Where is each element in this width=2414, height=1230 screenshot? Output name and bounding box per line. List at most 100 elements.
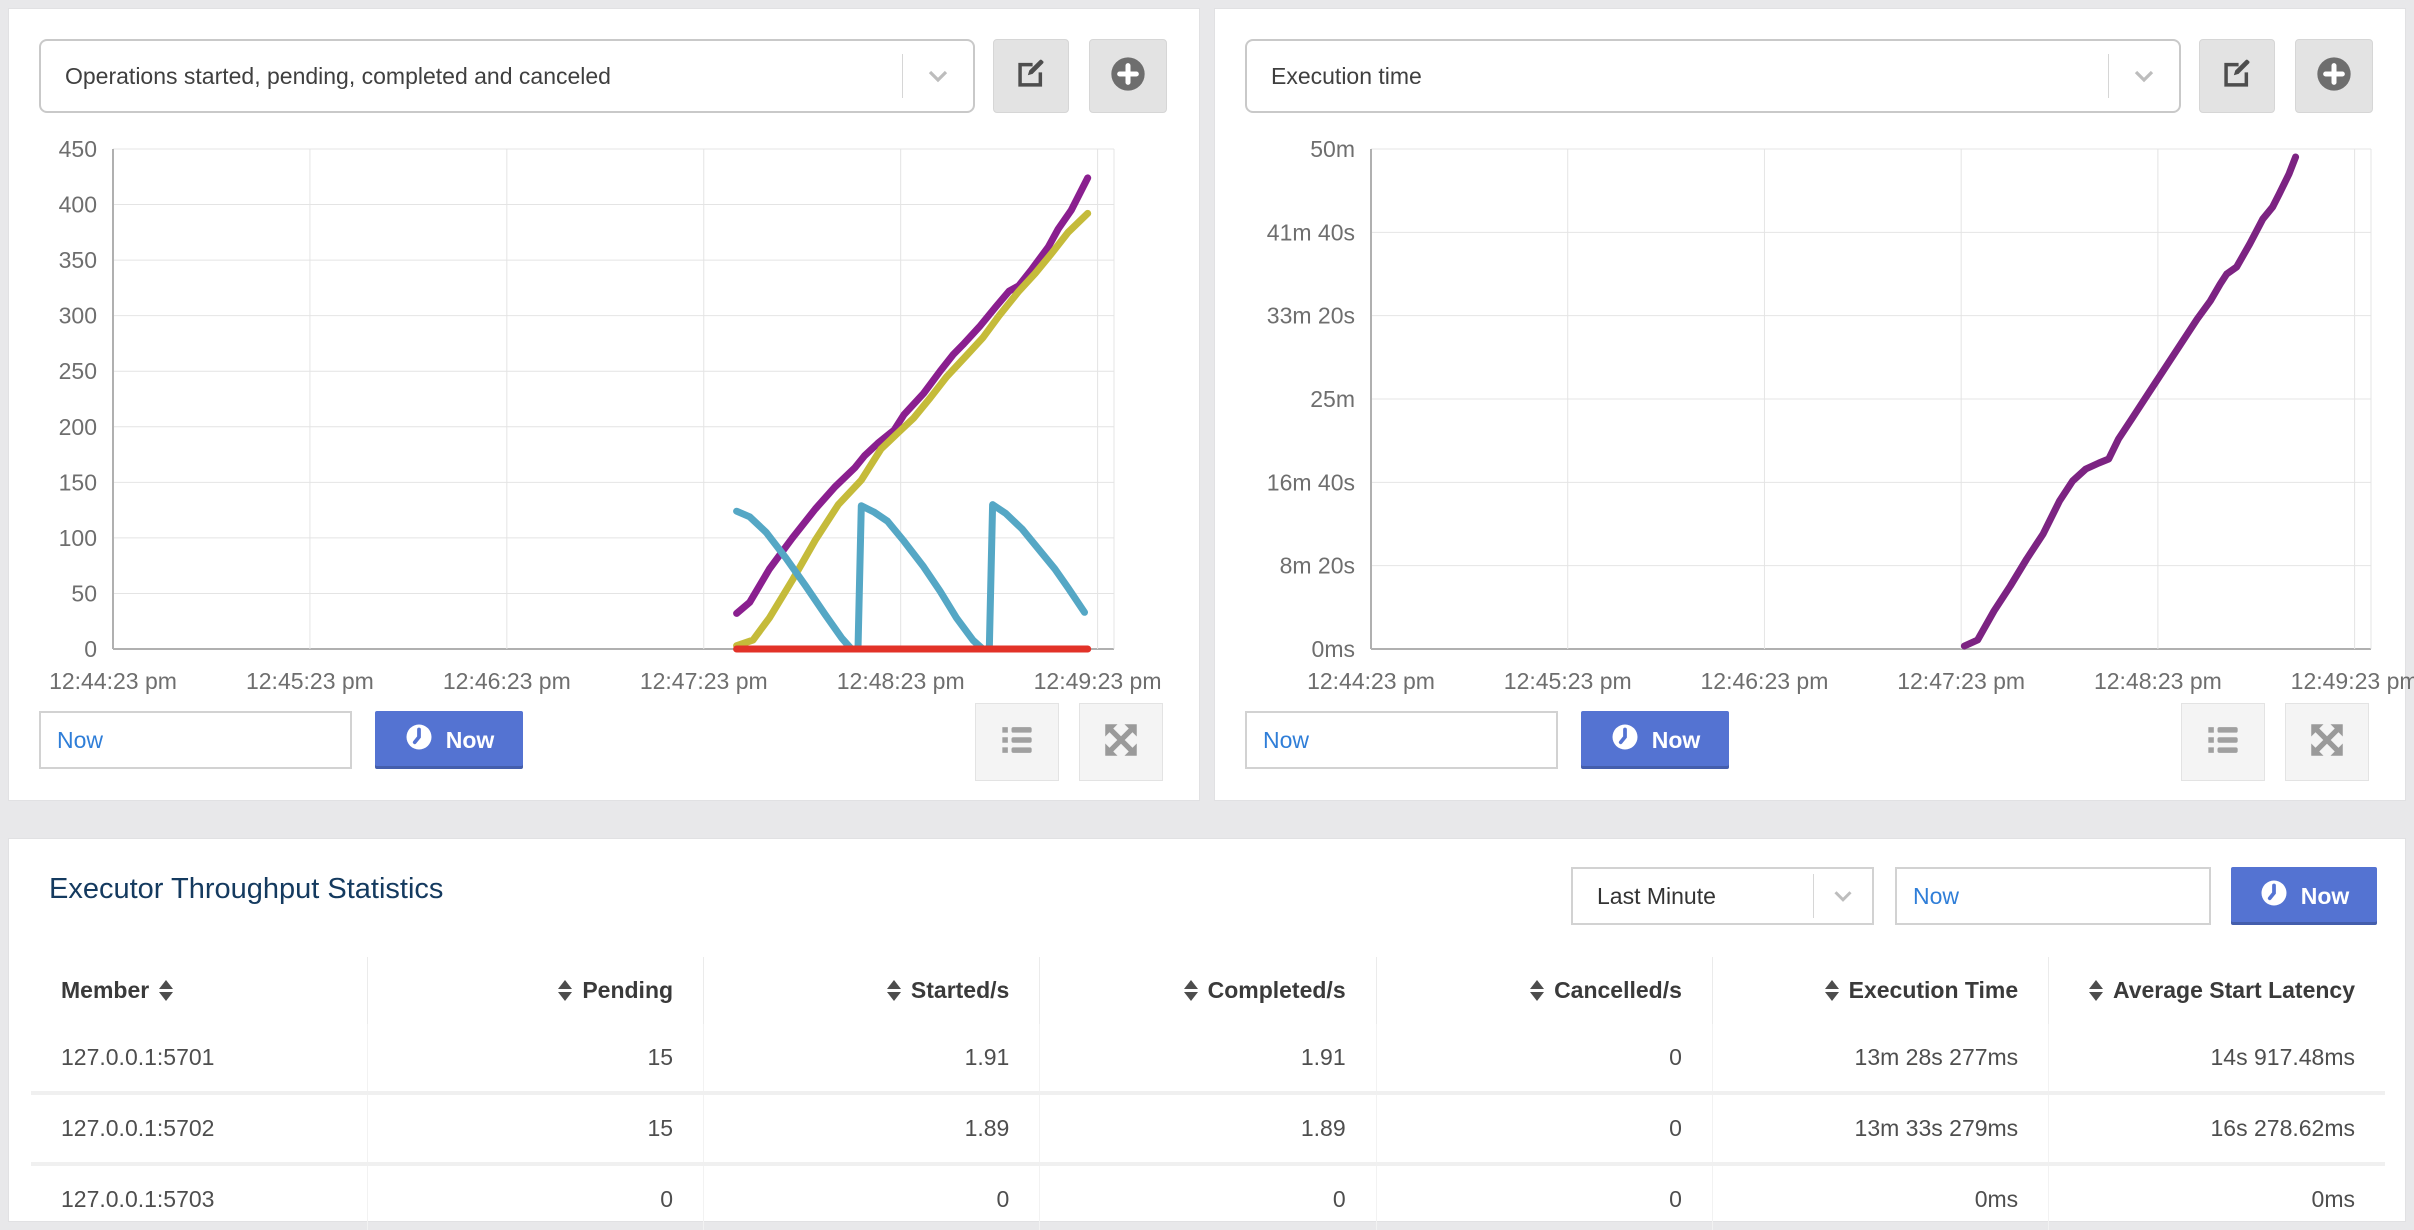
chart-selector-left[interactable]: Operations started, pending, completed a… — [39, 39, 975, 113]
y-axis-tick-label: 150 — [59, 469, 97, 495]
y-axis-tick-label: 100 — [59, 525, 97, 551]
period-select[interactable]: Last Minute — [1571, 867, 1874, 925]
clock-icon — [2259, 878, 2289, 914]
column-header-label: Cancelled/s — [1554, 977, 1682, 1003]
now-button-left[interactable]: Now — [375, 711, 523, 769]
sort-icon — [558, 980, 573, 1001]
table-cell-started-s: 1.89 — [703, 1091, 1040, 1164]
sort-icon — [2088, 980, 2103, 1001]
sort-icon — [159, 980, 174, 1001]
plus-circle-icon — [2314, 54, 2354, 99]
y-axis-tick-label: 350 — [59, 247, 97, 273]
period-select-value: Last Minute — [1597, 882, 1716, 909]
y-axis-tick-label: 400 — [59, 192, 97, 218]
time-picker-input-left[interactable]: Now — [39, 711, 352, 769]
sort-icon — [1530, 980, 1545, 1001]
y-axis-tick-label: 300 — [59, 303, 97, 329]
x-axis-tick-label: 12:47:23 pm — [1897, 668, 2025, 694]
table-cell-execution-time: 13m 28s 277ms — [1711, 1024, 2049, 1093]
y-axis-tick-label: 25m — [1310, 386, 1355, 412]
x-axis-tick-label: 12:48:23 pm — [837, 668, 965, 694]
add-chart-button[interactable] — [1089, 39, 1167, 113]
table-cell-execution-time: 13m 33s 279ms — [1711, 1091, 2049, 1164]
table-cell-pending: 15 — [366, 1091, 704, 1164]
edit-chart-button[interactable] — [993, 39, 1069, 113]
table-cell-started-s: 0 — [703, 1162, 1040, 1230]
table-cell-completed-s: 0 — [1039, 1162, 1377, 1230]
add-chart-button[interactable] — [2295, 39, 2373, 113]
table-cell-average-start-latency: 0ms — [2048, 1162, 2385, 1230]
column-header-completed-s[interactable]: Completed/s — [1039, 957, 1377, 1024]
series-execution-time-line — [1960, 153, 2300, 650]
table-row: 127.0.0.1:5702 15 1.89 1.89 0 13m 33s 279ms 16… — [31, 1091, 2385, 1164]
table-header-row: Member Pending Started/s Completed/s Cancell… — [31, 957, 2385, 1024]
column-header-execution-time[interactable]: Execution Time — [1711, 957, 2049, 1024]
executor-statistics-table: Member Pending Started/s Completed/s Cancell… — [31, 957, 2385, 1230]
column-header-pending[interactable]: Pending — [366, 957, 704, 1024]
now-button-label: Now — [445, 726, 495, 753]
column-header-label: Execution Time — [1848, 977, 2019, 1003]
clock-icon — [1610, 722, 1640, 758]
table-cell-average-start-latency: 14s 917.48ms — [2048, 1024, 2385, 1093]
y-axis-tick-label: 50m — [1310, 136, 1355, 162]
x-axis-tick-label: 12:47:23 pm — [640, 668, 768, 694]
series-completed-line — [733, 209, 1092, 650]
x-axis-tick-label: 12:49:23 pm — [1034, 668, 1162, 694]
column-header-label: Member — [61, 977, 150, 1003]
time-picker-value: Now — [57, 726, 104, 753]
chart-selector-right-value: Execution time — [1271, 62, 1422, 89]
chart-selector-right[interactable]: Execution time — [1245, 39, 2181, 113]
selector-divider — [2108, 54, 2109, 98]
legend-toggle-button-left[interactable] — [975, 703, 1059, 781]
fullscreen-button-right[interactable] — [2285, 703, 2369, 781]
expand-arrows-icon — [1100, 719, 1142, 766]
sort-icon — [1824, 980, 1839, 1001]
execution-time-chart: 0ms 8m 20s 16m 40s 25m 33m 20s 41m 40s 50m 12:4… — [1267, 136, 2414, 694]
table-cell-member: 127.0.0.1:5702 — [31, 1091, 368, 1164]
sort-icon — [886, 980, 901, 1001]
y-axis-tick-label: 41m 40s — [1267, 219, 1355, 245]
execution-time-chart-panel: Execution time 0ms 8m 20s 16m 40s 25m 33m 20… — [1214, 8, 2414, 801]
column-header-started-s[interactable]: Started/s — [703, 957, 1040, 1024]
table-row: 127.0.0.1:5701 15 1.91 1.91 0 13m 28s 277ms 14… — [31, 1024, 2385, 1093]
chevron-down-icon — [1814, 881, 1872, 911]
clock-icon — [404, 722, 434, 758]
y-axis-tick-label: 250 — [59, 358, 97, 384]
list-icon — [2201, 718, 2245, 767]
column-header-member[interactable]: Member — [31, 957, 367, 1024]
now-button-right[interactable]: Now — [1581, 711, 1729, 769]
column-header-label: Started/s — [910, 977, 1010, 1003]
x-axis-tick-label: 12:45:23 pm — [246, 668, 374, 694]
now-button-bottom[interactable]: Now — [2231, 867, 2377, 925]
x-axis-tick-label: 12:44:23 pm — [49, 668, 177, 694]
column-header-label: Average Start Latency — [2112, 977, 2355, 1003]
time-picker-input-bottom[interactable]: Now — [1895, 867, 2211, 925]
operations-chart: 0 50 100 150 200 250 300 350 400 450 12:44:23 pm 12… — [49, 136, 1161, 694]
now-button-label: Now — [2300, 882, 2350, 909]
table-cell-cancelled-s: 0 — [1375, 1162, 1713, 1230]
table-cell-average-start-latency: 16s 278.62ms — [2048, 1091, 2385, 1164]
table-cell-execution-time: 0ms — [1711, 1162, 2049, 1230]
chevron-down-icon — [903, 60, 973, 92]
column-header-average-start-latency[interactable]: Average Start Latency — [2048, 957, 2385, 1024]
chevron-down-icon — [2109, 60, 2179, 92]
legend-toggle-button-right[interactable] — [2181, 703, 2265, 781]
x-axis-tick-label: 12:46:23 pm — [1701, 668, 1829, 694]
table-cell-completed-s: 1.91 — [1039, 1024, 1377, 1093]
table-cell-member: 127.0.0.1:5703 — [31, 1162, 368, 1230]
y-axis-tick-label: 0 — [84, 636, 97, 662]
x-axis-tick-label: 12:46:23 pm — [443, 668, 571, 694]
time-picker-input-right[interactable]: Now — [1245, 711, 1558, 769]
x-axis-tick-label: 12:44:23 pm — [1307, 668, 1435, 694]
y-axis-tick-label: 33m 20s — [1267, 303, 1355, 329]
selector-divider — [902, 54, 903, 98]
column-header-cancelled-s[interactable]: Cancelled/s — [1375, 957, 1713, 1024]
series-started-line — [733, 174, 1092, 617]
table-cell-cancelled-s: 0 — [1375, 1091, 1713, 1164]
chart-selector-left-value: Operations started, pending, completed a… — [65, 62, 611, 89]
fullscreen-button-left[interactable] — [1079, 703, 1163, 781]
x-axis-tick-label: 12:48:23 pm — [2094, 668, 2222, 694]
edit-chart-button[interactable] — [2199, 39, 2275, 113]
time-picker-value: Now — [1913, 882, 1960, 909]
